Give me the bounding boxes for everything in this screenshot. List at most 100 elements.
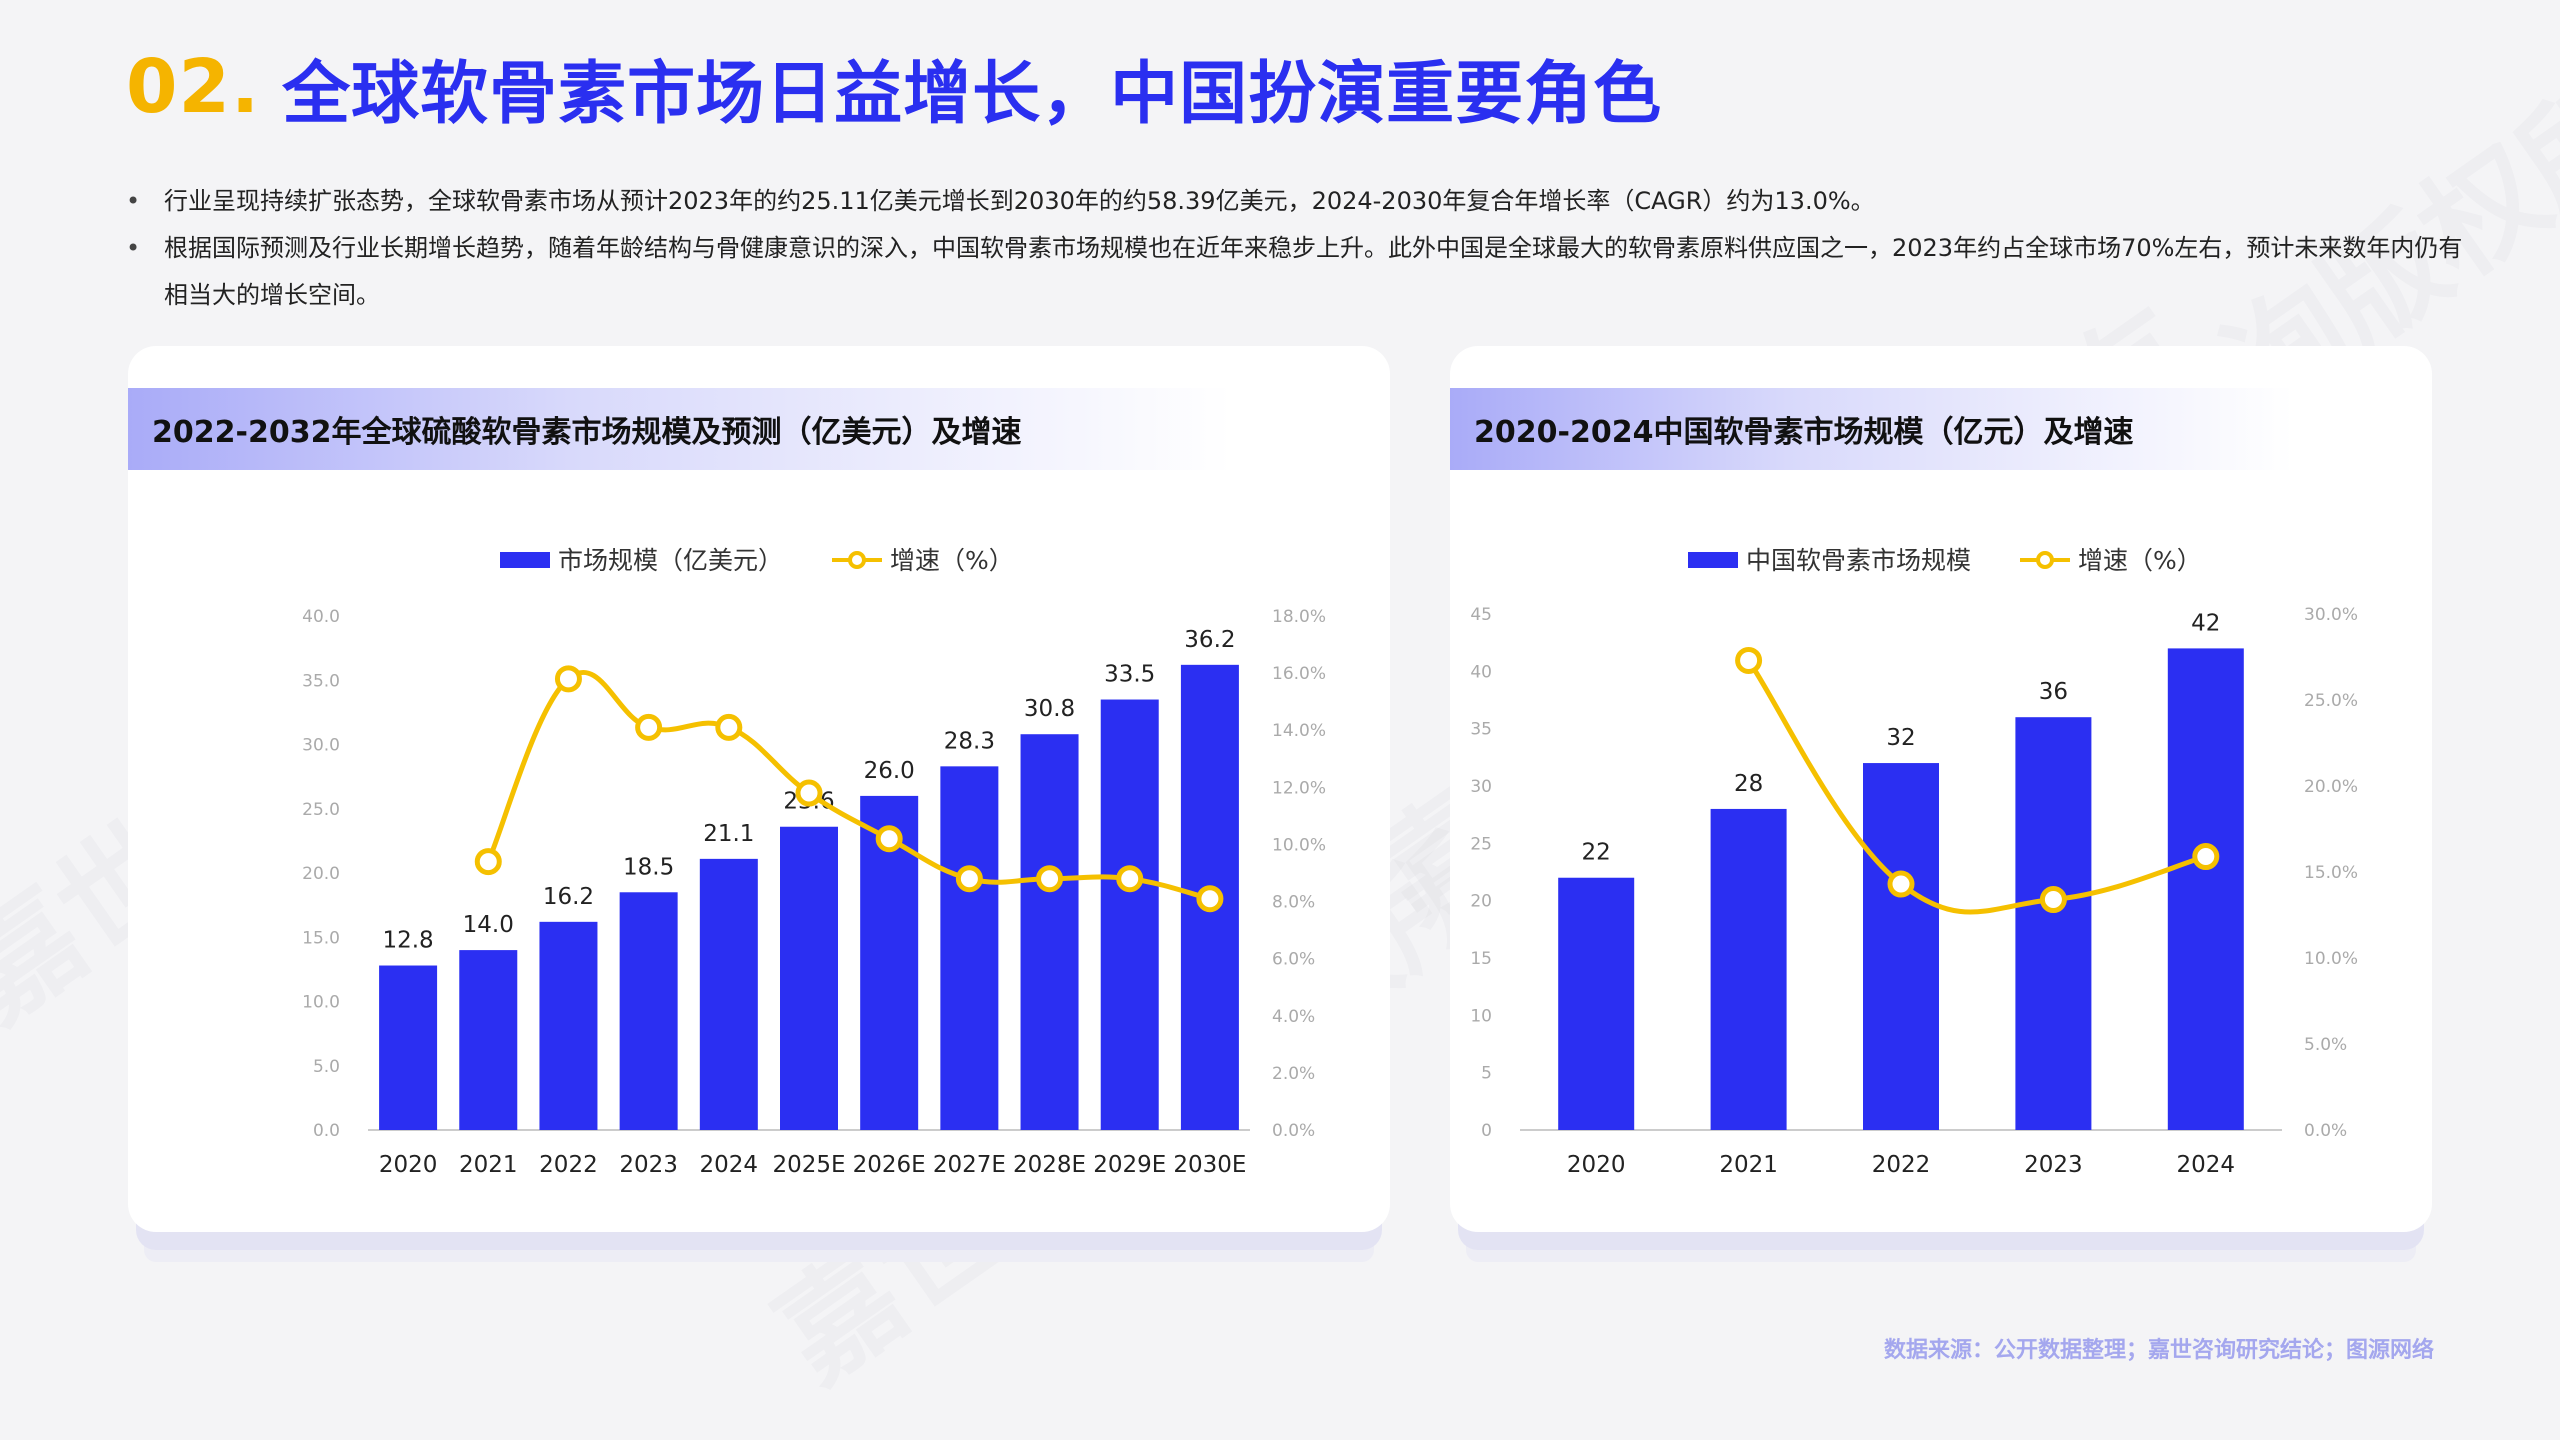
- bullet-item: 根据国际预测及行业长期增长趋势，随着年龄结构与骨健康意识的深入，中国软骨素市场规…: [126, 225, 2466, 319]
- page-title: 02. 全球软骨素市场日益增长，中国扮演重要角色: [126, 42, 1662, 134]
- growth-point: [2192, 843, 2220, 871]
- legend-bar-swatch: [1688, 552, 1738, 568]
- bar: [1710, 808, 1787, 1130]
- y-left-tick: 20.0: [302, 864, 340, 884]
- bullet-list: 行业呈现持续扩张态势，全球软骨素市场从预计2023年的约25.11亿美元增长到2…: [126, 178, 2466, 319]
- x-tick-label: 2030E: [1173, 1152, 1246, 1178]
- y-left-tick: 25: [1470, 834, 1492, 854]
- y-left-tick: 10.0: [302, 993, 340, 1013]
- y-right-tick: 0.0%: [1272, 1121, 1315, 1141]
- x-tick-label: 2021: [459, 1152, 518, 1178]
- bar: [940, 766, 999, 1130]
- y-right-tick: 6.0%: [1272, 950, 1315, 970]
- x-tick-label: 2027E: [933, 1152, 1006, 1178]
- legend-label: 市场规模（亿美元）: [558, 546, 783, 575]
- x-tick-label: 2020: [1567, 1152, 1626, 1178]
- x-tick-label: 2021: [1719, 1152, 1778, 1178]
- data-source: 数据来源：公开数据整理；嘉世咨询研究结论；图源网络: [1883, 1338, 2434, 1363]
- china-market-chart: 中国软骨素市场规模 增速（%） 0 5 10 15 20 25 30 35 40 45 0.0% 5.0%…: [1470, 546, 2358, 1178]
- title-text: 全球软骨素市场日益增长，中国扮演重要角色: [282, 54, 1663, 134]
- legend-label: 增速（%）: [890, 546, 1014, 575]
- bar-value-label: 18.5: [623, 854, 674, 880]
- bar-value-label: 14.0: [463, 912, 514, 938]
- y-left-tick: 10: [1470, 1006, 1492, 1026]
- bar: [1100, 699, 1159, 1130]
- bar: [1863, 763, 1939, 1130]
- y-left-tick: 15: [1470, 949, 1492, 969]
- y-left-tick: 35.0: [302, 671, 340, 691]
- growth-point: [554, 665, 582, 693]
- bar: [1020, 734, 1079, 1130]
- x-tick-label: 2029E: [1093, 1152, 1166, 1178]
- y-right-tick: 10.0%: [2304, 949, 2358, 969]
- x-tick-label: 2026E: [853, 1152, 926, 1178]
- y-left-tick: 45: [1470, 605, 1492, 625]
- growth-point: [1735, 646, 1763, 674]
- growth-point: [474, 848, 502, 876]
- growth-point: [875, 825, 903, 853]
- bar-value-label: 32: [1886, 725, 1915, 751]
- x-tick-label: 2024: [700, 1152, 759, 1178]
- bar: [379, 965, 438, 1130]
- china-market-chart-card: 2020-2024中国软骨素市场规模（亿元）及增速 中国软骨素市场规模 增速（%）…: [1450, 346, 2432, 1232]
- y-left-tick: 15.0: [302, 928, 340, 948]
- growth-line: [1746, 659, 2207, 915]
- y-left-tick: 25.0: [302, 800, 340, 820]
- y-left-tick: 40: [1470, 662, 1492, 682]
- y-right-tick: 12.0%: [1272, 778, 1326, 798]
- x-tick-label: 2025E: [772, 1152, 845, 1178]
- chart-title: 2020-2024中国软骨素市场规模（亿元）及增速: [1450, 388, 2294, 470]
- bar: [459, 950, 518, 1130]
- y-left-tick: 30.0: [302, 736, 340, 756]
- bar-value-label: 26.0: [864, 758, 915, 784]
- section-number: 02.: [126, 44, 261, 130]
- y-right-tick: 16.0%: [1272, 664, 1326, 684]
- y-right-tick: 20.0%: [2304, 777, 2358, 797]
- growth-point: [1116, 865, 1144, 893]
- x-tick-label: 2022: [1872, 1152, 1931, 1178]
- y-left-tick: 35: [1470, 720, 1492, 740]
- bar: [619, 892, 678, 1130]
- bar-value-label: 42: [2191, 610, 2220, 636]
- growth-point: [795, 779, 823, 807]
- growth-point: [715, 713, 743, 741]
- bar: [539, 921, 598, 1130]
- bar: [1558, 877, 1635, 1130]
- bar-value-label: 36.2: [1184, 627, 1235, 653]
- bar-value-label: 28.3: [944, 728, 995, 754]
- global-market-chart-card: 2022-2032年全球硫酸软骨素市场规模及预测（亿美元）及增速 市场规模（亿美…: [128, 346, 1390, 1232]
- y-right-tick: 2.0%: [1272, 1064, 1315, 1084]
- bar: [780, 826, 838, 1130]
- y-right-tick: 14.0%: [1272, 721, 1326, 741]
- bullet-item: 行业呈现持续扩张态势，全球软骨素市场从预计2023年的约25.11亿美元增长到2…: [126, 178, 2466, 225]
- x-tick-label: 2022: [539, 1152, 598, 1178]
- legend: 市场规模（亿美元） 增速（%）: [500, 546, 1014, 575]
- bar-value-label: 22: [1582, 840, 1611, 866]
- y-left-tick: 30: [1470, 777, 1492, 797]
- y-left-tick: 0: [1481, 1121, 1492, 1141]
- legend-bar-swatch: [500, 552, 550, 568]
- y-right-tick: 30.0%: [2304, 605, 2358, 625]
- y-right-tick: 8.0%: [1272, 893, 1315, 913]
- bar: [2167, 648, 2244, 1130]
- y-right-tick: 10.0%: [1272, 835, 1326, 855]
- growth-point: [635, 713, 663, 741]
- x-tick-label: 2028E: [1013, 1152, 1086, 1178]
- y-right-tick: 15.0%: [2304, 863, 2358, 883]
- bar-value-label: 16.2: [543, 884, 594, 910]
- x-tick-label: 2024: [2177, 1152, 2236, 1178]
- bar-value-label: 12.8: [382, 928, 433, 954]
- chart-title: 2022-2032年全球硫酸软骨素市场规模及预测（亿美元）及增速: [128, 388, 1232, 470]
- legend-label: 增速（%）: [2078, 546, 2202, 575]
- y-left-tick: 5: [1481, 1064, 1492, 1084]
- legend-line-marker: [848, 551, 866, 569]
- y-left-tick: 0.0: [313, 1121, 340, 1141]
- growth-point: [955, 865, 983, 893]
- y-right-tick: 18.0%: [1272, 607, 1326, 627]
- bar-value-label: 33.5: [1104, 662, 1155, 688]
- y-left-tick: 20: [1470, 892, 1492, 912]
- bar-value-label: 30.8: [1024, 696, 1075, 722]
- legend-label: 中国软骨素市场规模: [1746, 546, 1971, 575]
- y-right-tick: 25.0%: [2304, 691, 2358, 711]
- legend: 中国软骨素市场规模 增速（%）: [1688, 546, 2202, 575]
